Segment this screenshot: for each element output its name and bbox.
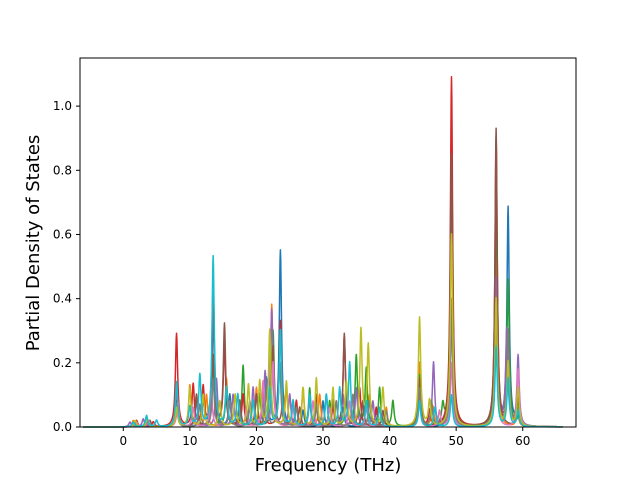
x-tick-label: 20 xyxy=(249,434,264,448)
x-tick-label: 60 xyxy=(515,434,530,448)
series-line-10 xyxy=(82,254,564,428)
x-tick-label: 50 xyxy=(449,434,464,448)
x-axis-label: Frequency (THz) xyxy=(255,455,402,476)
y-tick-label: 0.8 xyxy=(53,163,72,177)
y-tick-label: 0.0 xyxy=(53,420,72,434)
x-tick-label: 0 xyxy=(119,434,127,448)
y-tick-label: 0.6 xyxy=(53,227,72,241)
x-tick-label: 10 xyxy=(182,434,197,448)
y-tick-label: 0.2 xyxy=(53,356,72,370)
y-axis-ticks: 0.0 0.2 0.4 0.6 0.8 1.0 xyxy=(53,99,80,434)
y-tick-label: 0.4 xyxy=(53,292,72,306)
axes-frame xyxy=(79,57,577,428)
y-tick-label: 1.0 xyxy=(53,99,72,113)
x-tick-label: 30 xyxy=(315,434,330,448)
y-axis-label: Partial Density of States xyxy=(23,135,44,352)
x-axis-ticks: 0 10 20 30 40 50 60 xyxy=(119,427,530,448)
x-tick-label: 40 xyxy=(382,434,397,448)
